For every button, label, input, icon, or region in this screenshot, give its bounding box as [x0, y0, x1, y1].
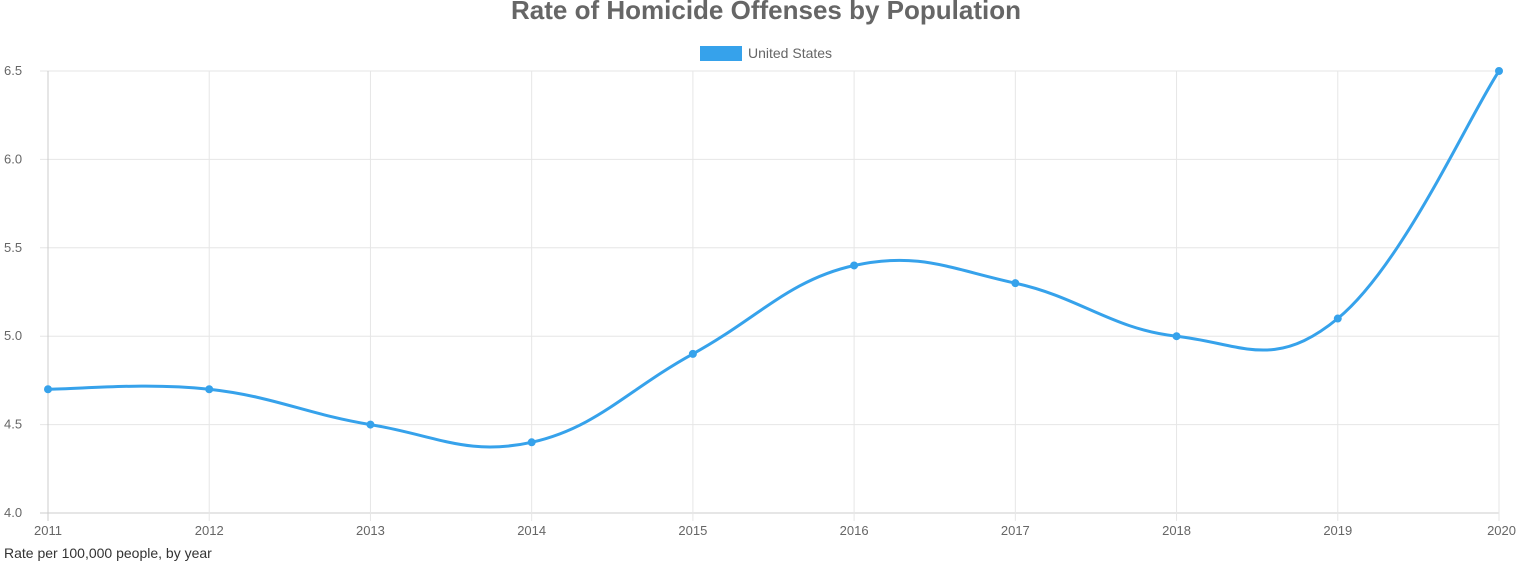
y-tick-label: 4.0 — [4, 505, 22, 520]
data-point[interactable] — [527, 438, 536, 447]
x-tick-label: 2012 — [195, 523, 224, 538]
data-point[interactable] — [205, 385, 214, 394]
y-tick-label: 4.5 — [4, 417, 22, 432]
x-tick-label: 2019 — [1323, 523, 1352, 538]
x-tick-label: 2020 — [1487, 523, 1516, 538]
legend-label: United States — [748, 45, 832, 61]
legend-swatch — [700, 46, 742, 61]
chart-title: Rate of Homicide Offenses by Population — [511, 0, 1021, 25]
series-line-united-states — [46, 69, 1501, 449]
y-tick-label: 5.5 — [4, 240, 22, 255]
y-tick-label: 6.0 — [4, 151, 22, 166]
x-tick-label: 2014 — [517, 523, 546, 538]
series-layer — [46, 69, 1501, 449]
data-point[interactable] — [1011, 279, 1020, 288]
x-tick-label: 2017 — [1001, 523, 1030, 538]
x-tick-label: 2018 — [1162, 523, 1191, 538]
data-point[interactable] — [1172, 332, 1181, 341]
data-point[interactable] — [850, 261, 859, 270]
x-tick-label: 2011 — [34, 523, 62, 538]
x-tick-label: 2015 — [678, 523, 707, 538]
grid-lines — [40, 70, 1500, 521]
data-point[interactable] — [44, 385, 52, 394]
data-point[interactable] — [688, 349, 697, 358]
x-tick-label: 2016 — [840, 523, 869, 538]
data-point[interactable] — [1495, 67, 1503, 75]
data-point[interactable] — [1333, 314, 1342, 323]
y-tick-label: 5.0 — [4, 328, 22, 343]
tick-labels: 4.0 4.5 5.0 5.5 6.0 6.5 2011 2012 2013 2014 2015 20… — [4, 63, 1516, 538]
data-point[interactable] — [366, 420, 375, 429]
legend[interactable]: United States — [700, 45, 832, 61]
data-points — [44, 67, 1503, 447]
chart-footnote: Rate per 100,000 people, by year — [4, 545, 212, 561]
x-tick-label: 2013 — [356, 523, 385, 538]
y-tick-label: 6.5 — [4, 63, 22, 78]
